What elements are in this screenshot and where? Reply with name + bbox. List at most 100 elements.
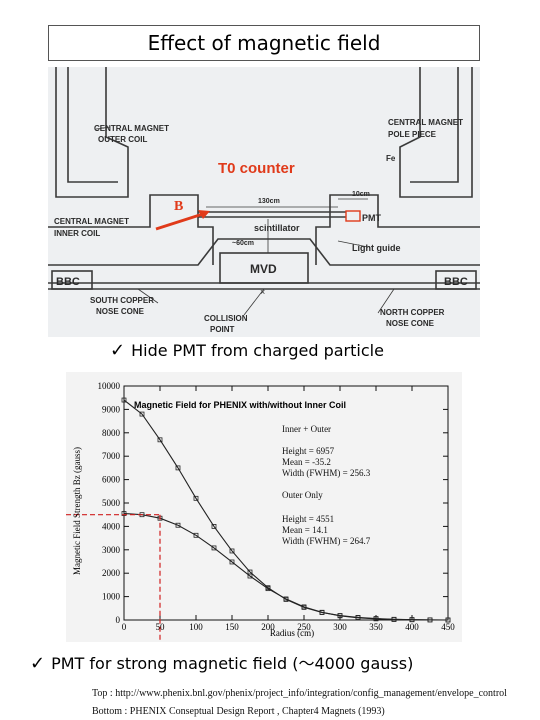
label-outer-coil-1: CENTRAL MAGNET — [94, 124, 169, 133]
detector-diagram: × CENTRAL MAGNET OUTER COIL CENTRAL MAGN… — [48, 67, 480, 337]
label-inner-coil-2: INNER COIL — [54, 229, 100, 238]
chart-annotations: Inner + Outer Height = 6957 Mean = -35.2… — [282, 424, 371, 546]
series-0-point-0 — [121, 397, 127, 403]
series-1-point-5 — [211, 545, 217, 551]
check-icon: ✓ — [110, 340, 126, 361]
x-tick-label-2: 100 — [189, 622, 203, 632]
north-nose-leader — [377, 288, 395, 314]
label-dim-130: 130cm — [258, 198, 280, 205]
label-south-nose-1: SOUTH COPPER — [90, 296, 154, 305]
left-outer-coil-shape — [55, 67, 129, 198]
series-1-point-0 — [121, 511, 127, 516]
label-north-nose-2: NOSE CONE — [386, 319, 435, 328]
y-tick-label-1: 1000 — [102, 592, 121, 602]
series-1-point-17 — [427, 617, 433, 623]
annot-inner-outer-width: Width (FWHM) = 256.3 — [282, 468, 371, 478]
chart-xlabel: Radius (cm) — [270, 628, 314, 638]
label-scintillator: scintillator — [254, 223, 300, 233]
series-1-point-15 — [391, 617, 397, 622]
series-1-point-16 — [409, 617, 415, 623]
chart-axes — [123, 385, 449, 621]
y-tick-label-8: 8000 — [102, 428, 121, 438]
series-0-point-3 — [175, 465, 181, 471]
series-0-point-5 — [211, 523, 217, 529]
x-tick-label-9: 450 — [441, 622, 455, 632]
diagram-outline — [48, 67, 480, 316]
left-lower-structure — [48, 194, 214, 265]
right-inner-outline — [410, 67, 459, 183]
series-1-point-11 — [319, 609, 325, 615]
y-tick-label-6: 6000 — [102, 475, 121, 485]
right-pole-shape — [399, 67, 473, 198]
label-b-field: B — [174, 199, 183, 214]
series-1-point-7 — [247, 573, 253, 579]
annot-outer-only-label: Outer Only — [282, 490, 323, 500]
x-tick-label-0: 0 — [122, 622, 127, 632]
y-tick-label-0: 0 — [116, 615, 121, 625]
series-0-point-1 — [139, 411, 145, 417]
chart-title: Magnetic Field for PHENIX with/without I… — [134, 400, 346, 410]
bullet-hide-pmt-text: Hide PMT from charged particle — [131, 341, 384, 360]
right-lower-structure — [315, 194, 480, 265]
series-1-point-12 — [337, 613, 343, 619]
bbc-left-box — [51, 270, 93, 290]
annot-inner-outer-label: Inner + Outer — [282, 424, 331, 434]
label-bbc-left: BBC — [56, 276, 80, 288]
b-field-arrowhead — [198, 210, 210, 219]
series-1-point-9 — [283, 596, 289, 602]
label-mvd: MVD — [250, 262, 277, 276]
y-tick-label-7: 7000 — [102, 451, 121, 461]
y-tick-label-3: 3000 — [102, 545, 121, 555]
series-1-point-14 — [373, 616, 379, 622]
series-1-point-10 — [301, 604, 307, 610]
check-icon-2: ✓ — [30, 653, 46, 674]
series-0-point-6 — [229, 548, 235, 554]
series-line-1 — [123, 512, 449, 621]
light-guide-leader — [337, 240, 369, 248]
outer-coil-leader — [95, 126, 111, 130]
x-tick-label-8: 400 — [405, 622, 419, 632]
label-inner-coil-1: CENTRAL MAGNET — [54, 217, 129, 226]
collision-leader — [243, 288, 265, 316]
bullet-hide-pmt: ✓ Hide PMT from charged particle — [110, 340, 384, 361]
series-1-point-13 — [355, 615, 361, 621]
series-1-point-8 — [265, 586, 271, 592]
y-tick-label-4: 4000 — [102, 521, 121, 531]
label-south-nose-2: NOSE CONE — [96, 307, 145, 316]
label-north-nose-1: NORTH COPPER — [380, 308, 445, 317]
label-fe: Fe — [386, 154, 396, 163]
slide-title-box: Effect of magnetic field — [48, 25, 480, 61]
series-1-point-18 — [445, 617, 451, 623]
annot-outer-only-width: Width (FWHM) = 264.7 — [282, 536, 371, 546]
y-tick-label-9: 9000 — [102, 404, 121, 414]
chart-reference-lines — [66, 514, 161, 642]
label-collision-1: COLLISION — [204, 314, 248, 323]
label-t0-counter: T0 counter — [218, 160, 295, 177]
chart-series — [121, 397, 451, 623]
label-light-guide: Light guide — [352, 243, 401, 253]
annot-inner-outer-height: Height = 6957 — [282, 446, 335, 456]
chart-ylabel: Magnetic Field Strength Bz (gauss) — [72, 447, 82, 575]
label-dim-10: 10cm — [352, 191, 370, 198]
bbc-right-box — [435, 270, 477, 290]
chart-ticks: 0100020003000400050006000700080009000100… — [98, 381, 456, 632]
series-1-point-4 — [193, 532, 199, 538]
x-tick-label-4: 200 — [261, 622, 275, 632]
reference-top: Top : http://www.phenix.bnl.gov/phenix/p… — [92, 688, 507, 699]
x-tick-label-5: 250 — [297, 622, 311, 632]
magnetic-field-chart: 0 1000 2000 3000 4000 5000 6000 7000 8000 9000 100… — [66, 372, 462, 642]
detector-diagram-svg: × CENTRAL MAGNET OUTER COIL CENTRAL MAGN… — [48, 67, 480, 334]
bullet-strong-field: ✓ PMT for strong magnetic field (～4000 ga… — [30, 650, 413, 674]
y-tick-label-10: 10000 — [98, 381, 121, 391]
series-0-point-2 — [157, 437, 163, 443]
label-pole-piece-1: CENTRAL MAGNET — [388, 118, 463, 127]
label-pmt: PMT — [362, 213, 382, 223]
annot-outer-only-height: Height = 4551 — [282, 514, 334, 524]
label-outer-coil-2: OUTER COIL — [98, 135, 147, 144]
x-tick-label-7: 350 — [369, 622, 383, 632]
y-tick-label-2: 2000 — [102, 568, 121, 578]
pmt-shape — [345, 210, 361, 222]
y-tick-label-5: 5000 — [102, 498, 121, 508]
label-collision-2: POINT — [210, 325, 235, 334]
label-pole-piece-2: POLE PIECE — [388, 130, 437, 139]
